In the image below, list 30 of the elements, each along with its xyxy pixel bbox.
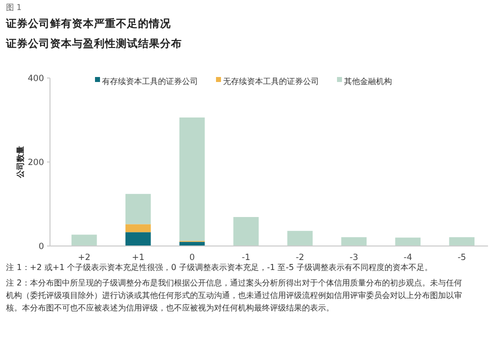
bar [179,117,205,241]
chart-subtitle: 证券公司资本与盈利性测试结果分布 [5,37,182,50]
bar [125,194,151,224]
x-tick-label: -1 [242,253,250,263]
bar [71,234,97,246]
x-tick-label: -3 [350,253,358,263]
y-axis-title: 公司数量 [16,146,25,179]
x-tick-label: 0 [189,253,195,263]
y-tick-label: 200 [28,158,44,168]
legend-label: 无存续资本工具的证券公司 [223,76,319,86]
bar [125,224,151,232]
legend-label: 其他金融机构 [344,76,392,86]
bar [125,232,151,246]
x-tick-label: -2 [296,253,304,263]
text: 注 2：本分布图中所呈现的子级调整分布是我们根据公开信息，通过案头分析所得出对于个体信用质量分布的初步观点。未与任何机构（委托评级项目除外）进行访谈或其他任何形式的互动沟通，也未通过信用评级流程例如信用评审委员会对以上分布图加以审核。本分布图不可也不应被表述为信用评级，也不应被视为对任何机构最终评级结果的表示。 [5,278,462,312]
x-tick-label: -5 [458,253,466,263]
x-tick-label: -4 [404,253,412,263]
bar [395,238,421,246]
y-tick-label: 400 [28,74,44,84]
bar [449,237,475,246]
text: 注 1：+2 或+1 个子级表示资本充足性很强，0 子级调整表示资本充足，-1 至-5 子级调整表示有不同程度的资本不足。 [6,262,432,272]
legend-label: 有存续资本工具的证券公司 [102,76,198,86]
chart-title: 证券公司鲜有资本严重不足的情况 [5,17,172,30]
bar [341,237,367,246]
caption: 图 1 [6,3,22,12]
x-tick-label: +2 [78,253,90,263]
y-tick-label: 0 [38,242,44,252]
x-tick-label: +1 [132,253,144,263]
bar [233,217,259,246]
bar [287,230,313,246]
